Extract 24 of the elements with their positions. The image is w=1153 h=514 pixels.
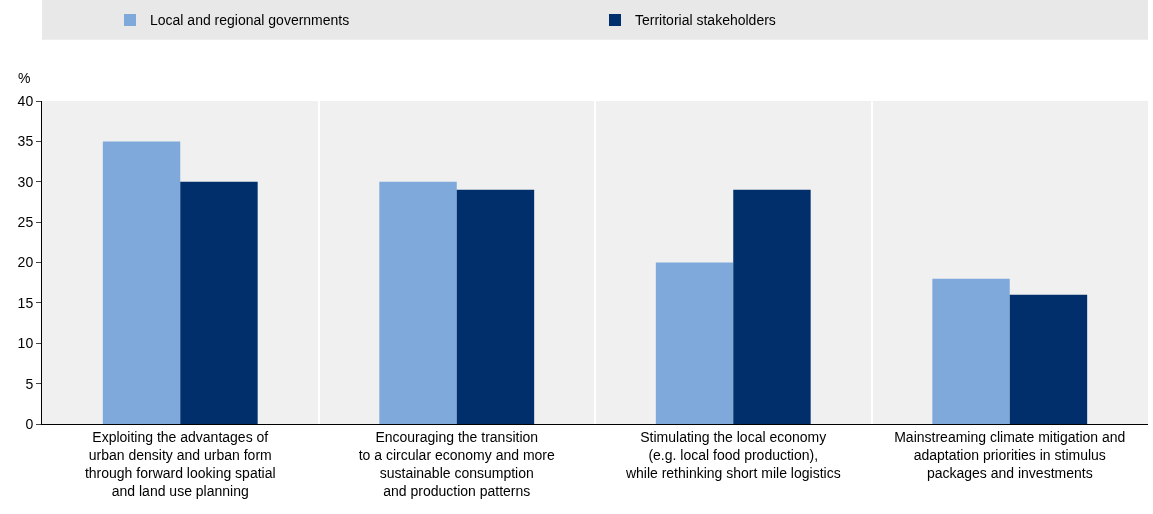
bar	[379, 181, 457, 424]
bar	[102, 141, 181, 424]
bar	[733, 189, 811, 424]
y-tick-label: 25	[17, 214, 34, 231]
bar	[456, 189, 535, 424]
bar	[1009, 294, 1088, 424]
y-tick-label: 15	[17, 294, 34, 311]
y-tick-label: 30	[17, 173, 34, 190]
x-tick-label: Mainstreaming climate mitigation and adaptation priorities in stimulus packages and investments	[894, 428, 1126, 482]
x-tick-label: Exploiting the advantages of urban density and urban form through forward looking spatial and land use planning	[84, 428, 276, 500]
y-axis-title: %	[18, 70, 31, 86]
bar	[180, 181, 258, 424]
bar	[655, 262, 734, 424]
y-tick-label: 10	[17, 335, 34, 352]
bar	[932, 278, 1010, 424]
y-tick-label: 0	[25, 415, 34, 432]
y-tick-label: 20	[17, 254, 34, 271]
legend-label: Local and regional governments	[150, 12, 350, 29]
y-tick-label: 35	[17, 133, 34, 150]
y-tick-label: 5	[25, 375, 34, 392]
x-tick-label: Stimulating the local economy (e.g. local food production), while rethinking short mile logistics	[624, 428, 841, 482]
legend-label: Territorial stakeholders	[635, 12, 776, 29]
x-tick-label: Encouraging the transition to a circular economy and more sustainable consumption and production patterns	[358, 428, 556, 500]
y-tick-label: 40	[17, 92, 34, 109]
